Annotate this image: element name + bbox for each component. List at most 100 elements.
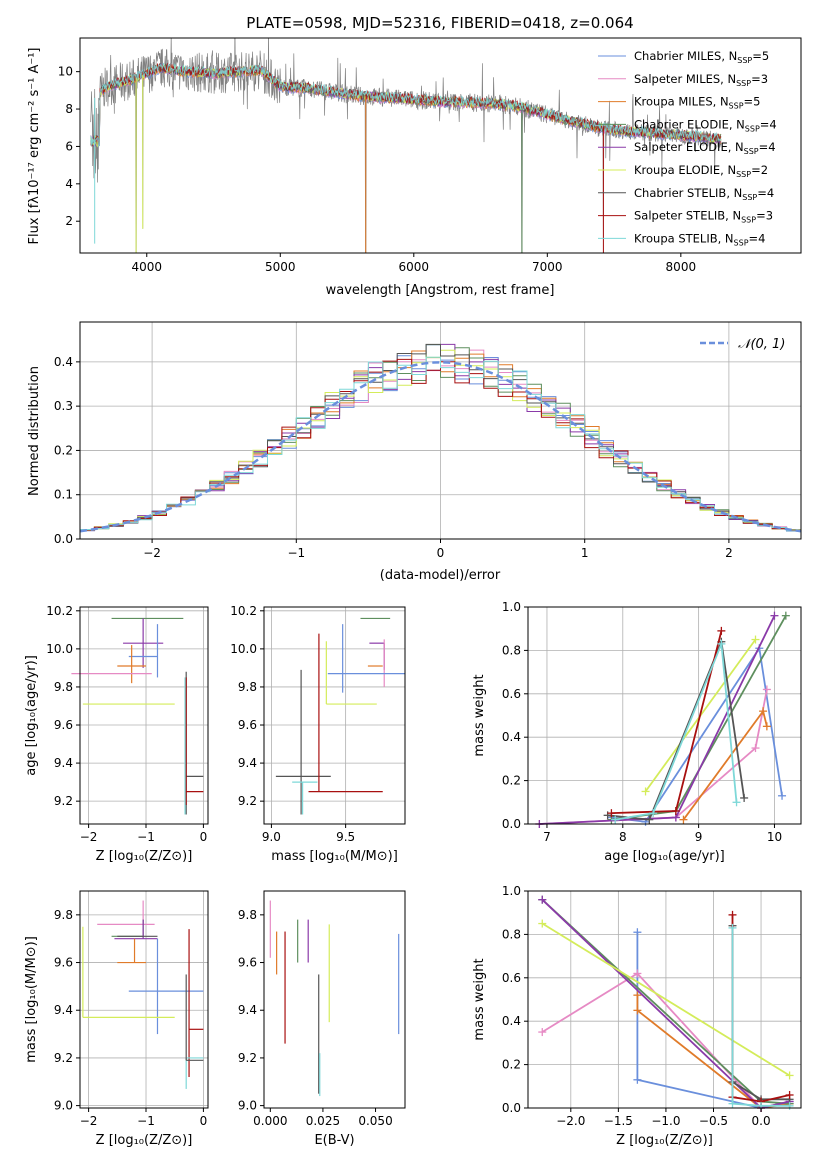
legend-entry: Salpeter MILES, NSSP=3 <box>634 72 768 88</box>
x-tick-label: −0.5 <box>699 1114 728 1128</box>
y-tick-label: 8 <box>65 102 73 116</box>
mass-vs-Z-xlabel: Z [log₁₀(Z/Z⊙)] <box>96 1133 193 1148</box>
y-tick-label: 0.0 <box>54 532 73 546</box>
y-tick-label: 6 <box>65 139 73 153</box>
y-tick-label: 0.6 <box>502 687 521 701</box>
y-tick-label: 0.6 <box>502 971 521 985</box>
weight-vs-Z-ylabel: mass weight <box>472 958 487 1040</box>
x-tick-label: 0 <box>200 830 208 844</box>
x-tick-label: 9.5 <box>336 830 355 844</box>
x-tick-label: 4000 <box>131 260 162 274</box>
x-tick-label: 2 <box>725 546 733 560</box>
y-tick-label: 9.2 <box>238 794 257 808</box>
x-tick-label: 1 <box>581 546 589 560</box>
legend-entry: Chabrier MILES, NSSP=5 <box>634 49 769 65</box>
y-tick-label: 10.2 <box>46 604 73 618</box>
mass-vs-Z-frame <box>79 890 209 1109</box>
y-tick-label: 9.2 <box>238 1051 257 1065</box>
y-tick-label: 9.2 <box>54 794 73 808</box>
legend-suffix: =5 <box>752 49 769 63</box>
legend-suffix: =3 <box>756 209 773 223</box>
weight-series-line <box>611 630 723 814</box>
x-tick-label: −2 <box>80 830 98 844</box>
x-tick-label: −1.5 <box>604 1114 633 1128</box>
legend-subscript: SSP <box>736 170 751 179</box>
y-tick-label: 9.4 <box>54 756 73 770</box>
normal-legend-label: 𝒩(0, 1) <box>738 337 785 352</box>
residual-plot <box>80 322 801 540</box>
x-tick-label: 8000 <box>666 260 697 274</box>
weight-vs-age-frame <box>527 606 802 825</box>
y-tick-label: 10 <box>58 65 73 79</box>
legend-suffix: =5 <box>744 95 761 109</box>
y-tick-label: 9.8 <box>238 908 257 922</box>
legend-suffix: =4 <box>757 186 774 200</box>
x-tick-label: 7000 <box>532 260 563 274</box>
spectrum-panel: 4000 5000 6000 7000 8000 2 4 6 8 10 wavelength [A… <box>27 37 802 298</box>
mass-vs-ebv-xlabel: E(B-V) <box>314 1133 354 1148</box>
legend-suffix: =4 <box>759 140 776 154</box>
y-tick-label: 10.2 <box>230 604 257 618</box>
x-tick-label: 0.025 <box>306 1114 340 1128</box>
legend-entry: Chabrier ELODIE, NSSP=4 <box>634 117 777 133</box>
weight-series-line <box>615 643 738 821</box>
y-tick-label: 9.8 <box>54 680 73 694</box>
x-tick-label: −1 <box>137 1114 155 1128</box>
residual-ylabel: Normed distribution <box>27 366 42 496</box>
x-tick-label: 6000 <box>399 260 430 274</box>
residual-panel: −2 −1 0 1 2 0.0 0.1 0.2 0.3 0.4 (data-model)/erro… <box>27 321 802 583</box>
y-tick-label: 9.6 <box>54 718 73 732</box>
weight-vs-age-panel: 7 8 9 10 0.0 0.2 0.4 0.6 0.8 1.0 age [log₁₀(age/yr… <box>472 600 802 864</box>
y-tick-label: 0.4 <box>502 730 521 744</box>
legend-subscript: SSP <box>737 56 752 65</box>
legend-subscript: SSP <box>729 102 744 111</box>
y-tick-label: 9.8 <box>238 680 257 694</box>
y-tick-label: 9.2 <box>54 1051 73 1065</box>
spectrum-ticks: 4000 5000 6000 7000 8000 2 4 6 8 10 <box>58 65 696 274</box>
x-tick-label: 10 <box>767 830 782 844</box>
spectrum-lines <box>90 38 722 253</box>
y-tick-label: 9.0 <box>54 1099 73 1113</box>
x-tick-label: 7 <box>543 830 551 844</box>
y-tick-label: 1.0 <box>502 884 521 898</box>
weight-series-line <box>731 927 790 1107</box>
mass-vs-Z-ylabel: mass [log₁₀(M/M⊙)] <box>24 936 39 1063</box>
x-tick-label: −2 <box>80 1114 98 1128</box>
y-tick-label: 9.0 <box>238 1099 257 1113</box>
y-tick-label: 9.6 <box>238 718 257 732</box>
weight-vs-age-ylabel: mass weight <box>472 674 487 756</box>
x-tick-label: 0.0 <box>752 1114 771 1128</box>
age-vs-mass-panel: 9.0 9.5 9.2 9.4 9.6 9.8 10.0 10.2 mass [log₁₀(M/… <box>230 604 406 864</box>
x-tick-label: −1.0 <box>651 1114 680 1128</box>
legend-entry: Kroupa STELIB, NSSP=4 <box>634 231 765 247</box>
residual-ticks: −2 −1 0 1 2 0.0 0.1 0.2 0.3 0.4 <box>54 355 733 560</box>
x-tick-label: −1 <box>287 546 305 560</box>
y-tick-label: 10.0 <box>46 642 73 656</box>
y-tick-label: 0.1 <box>54 488 73 502</box>
y-tick-label: 0.0 <box>502 1101 521 1115</box>
spectrum-title: PLATE=0598, MJD=52316, FIBERID=0418, z=0… <box>246 14 633 32</box>
legend-subscript: SSP <box>742 193 757 202</box>
residual-histograms <box>80 343 801 534</box>
weight-vs-Z-xlabel: Z [log₁₀(Z/Z⊙)] <box>616 1133 713 1148</box>
legend-subscript: SSP <box>741 216 756 225</box>
model-spectrum-line <box>90 62 722 147</box>
y-tick-label: 0.0 <box>502 817 521 831</box>
mass-vs-Z-panel: −2 −1 0 9.0 9.2 9.4 9.6 9.8 Z [log₁₀(Z/Z⊙)] mass … <box>24 890 209 1148</box>
legend-entry: Chabrier STELIB, NSSP=4 <box>634 186 774 202</box>
weight-vs-age-xlabel: age [log₁₀(age/yr)] <box>604 849 725 864</box>
y-tick-label: 9.6 <box>54 956 73 970</box>
x-tick-label: −1 <box>137 830 155 844</box>
legend-entry: Kroupa MILES, NSSP=5 <box>634 95 760 111</box>
age-vs-Z-xlabel: Z [log₁₀(Z/Z⊙)] <box>96 849 193 864</box>
legend-subscript: SSP <box>744 147 759 156</box>
mass-vs-ebv-panel: 0.000 0.025 0.050 9.0 9.2 9.4 9.6 9.8 E(B-V) <box>238 890 406 1148</box>
x-tick-label: 0 <box>200 1114 208 1128</box>
weight-series-line <box>611 645 783 823</box>
age-vs-mass-xlabel: mass [log₁₀(M/M⊙)] <box>271 849 398 864</box>
x-tick-label: −2 <box>143 546 161 560</box>
weight-vs-Z-panel: −2.0 −1.5 −1.0 −0.5 0.0 0.0 0.2 0.4 0.6 0.8 1.0 Z [… <box>472 884 802 1148</box>
y-tick-label: 4 <box>65 177 73 191</box>
x-tick-label: −2.0 <box>556 1114 585 1128</box>
legend-suffix: =2 <box>751 163 768 177</box>
